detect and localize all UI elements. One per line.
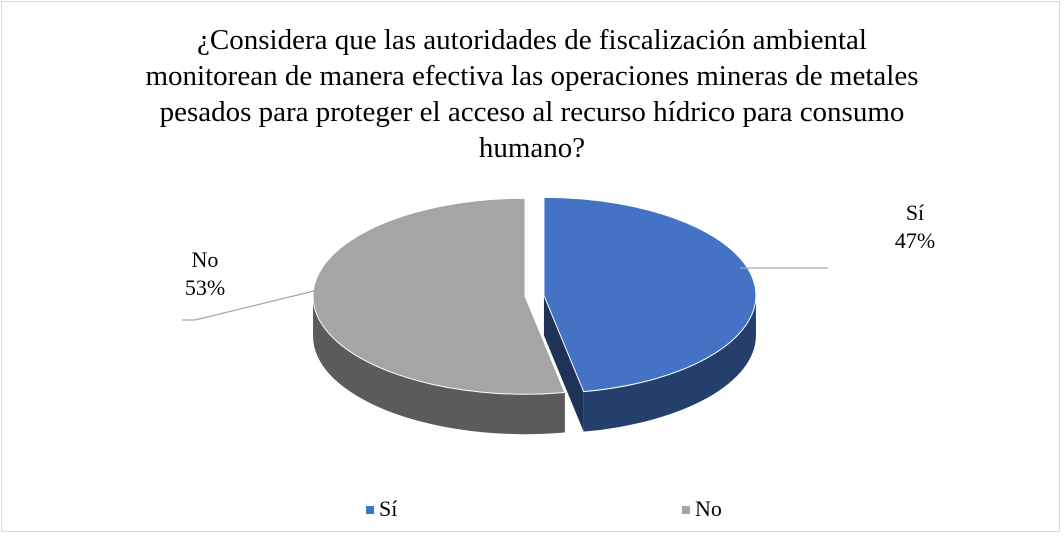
slice-cut-face xyxy=(543,295,584,432)
slice-top xyxy=(312,197,566,395)
leader-line xyxy=(182,289,319,321)
slice-top xyxy=(543,196,757,393)
legend-label: Sí xyxy=(379,496,397,521)
data-label-value: 47% xyxy=(895,228,935,253)
slice-side xyxy=(313,296,565,435)
legend-swatch xyxy=(366,506,374,514)
slice-side xyxy=(583,295,756,432)
data-label-value: 53% xyxy=(185,275,225,300)
chart-title: ¿Considera que las autoridades de fiscal… xyxy=(145,24,919,164)
slice xyxy=(543,196,757,432)
data-label-name: Sí xyxy=(906,200,924,225)
data-label-name: No xyxy=(192,247,219,272)
legend-swatch xyxy=(682,506,690,514)
legend-label: No xyxy=(695,496,722,521)
slice xyxy=(312,197,566,435)
